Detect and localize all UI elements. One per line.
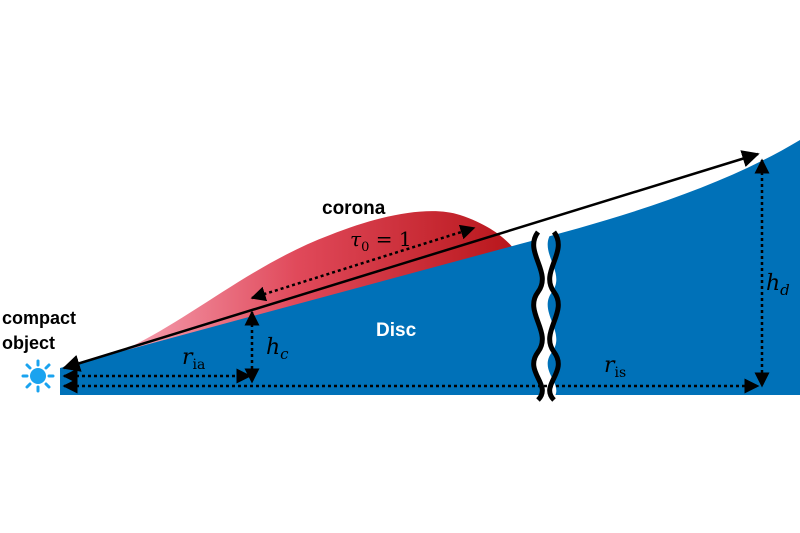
r-is-label: ris — [604, 353, 626, 381]
compact-object-label-line1: compact — [2, 308, 76, 328]
corona-label: corona — [322, 198, 386, 219]
optical-depth-arrow — [250, 224, 476, 302]
wavy-break-icon — [531, 230, 561, 402]
h-c-label: hc — [266, 335, 289, 363]
r-ia-label: ria — [182, 345, 205, 373]
h-d-label: hd — [766, 271, 790, 299]
disc-label: Disc — [376, 320, 417, 341]
star-burst-icon — [21, 359, 55, 393]
tau-label: τ0 = 1 — [350, 227, 412, 255]
compact-object-label-line2: object — [2, 333, 55, 353]
